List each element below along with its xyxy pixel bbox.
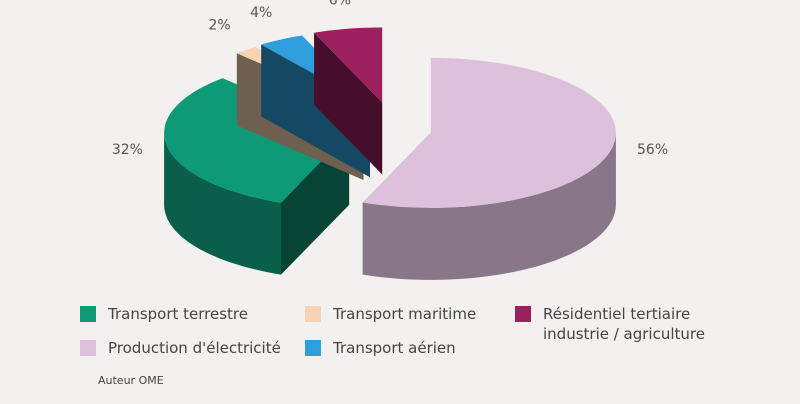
legend-label: Transport aérien <box>333 339 456 357</box>
pie-slice <box>362 57 616 280</box>
legend-label: Résidentiel tertiaire industrie / agricu… <box>543 305 705 343</box>
legend-swatch <box>305 340 321 356</box>
legend-swatch <box>80 340 96 356</box>
slice-top <box>314 27 383 103</box>
legend-item: Transport aérien <box>305 338 456 358</box>
legend-swatch <box>515 306 531 322</box>
legend-label: Transport terrestre <box>108 305 248 323</box>
slice-outer-wall <box>362 132 616 280</box>
slice-outer-wall <box>164 132 281 275</box>
slice-edge-wall <box>314 32 383 175</box>
data-label: 56% <box>637 142 668 158</box>
data-label: 6% <box>329 0 351 9</box>
slice-top <box>362 57 616 208</box>
source: Auteur OME <box>98 374 164 387</box>
pie-slice <box>314 27 383 175</box>
data-label: 2% <box>209 17 231 33</box>
data-label: 32% <box>112 142 143 158</box>
legend-item: Transport terrestre <box>80 304 248 324</box>
legend-item: Transport maritime <box>305 304 476 324</box>
data-label: 4% <box>250 5 272 21</box>
slice-top <box>164 78 350 203</box>
legend-label: Production d'électricité <box>108 339 281 357</box>
legend-item: Production d'électricité <box>80 338 281 358</box>
legend-item: Résidentiel tertiaire industrie / agricu… <box>515 304 715 344</box>
legend-swatch <box>80 306 96 322</box>
legend-swatch <box>305 306 321 322</box>
legend-label: Transport maritime <box>333 305 477 323</box>
